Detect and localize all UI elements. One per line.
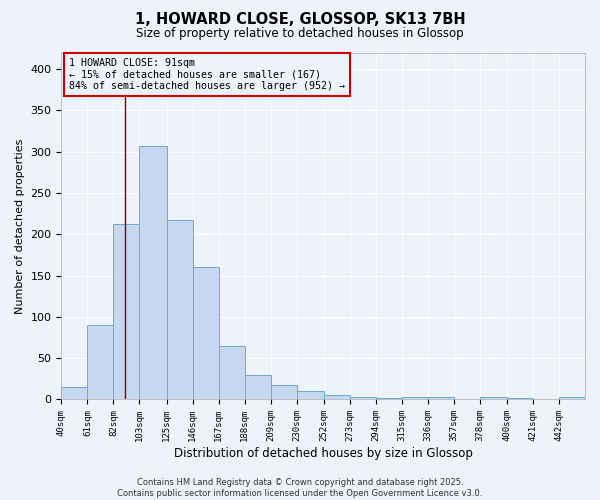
Y-axis label: Number of detached properties: Number of detached properties — [15, 138, 25, 314]
Bar — [428, 397, 454, 400]
Text: 1 HOWARD CLOSE: 91sqm
← 15% of detached houses are smaller (167)
84% of semi-det: 1 HOWARD CLOSE: 91sqm ← 15% of detached … — [69, 58, 345, 92]
Bar — [559, 397, 585, 400]
Bar — [167, 220, 193, 400]
Bar — [376, 398, 402, 400]
Bar — [480, 397, 507, 400]
Text: 1, HOWARD CLOSE, GLOSSOP, SK13 7BH: 1, HOWARD CLOSE, GLOSSOP, SK13 7BH — [134, 12, 466, 28]
Bar — [296, 391, 324, 400]
Bar — [113, 224, 139, 400]
Bar — [402, 397, 428, 400]
Text: Contains HM Land Registry data © Crown copyright and database right 2025.
Contai: Contains HM Land Registry data © Crown c… — [118, 478, 482, 498]
X-axis label: Distribution of detached houses by size in Glossop: Distribution of detached houses by size … — [174, 447, 473, 460]
Text: Size of property relative to detached houses in Glossop: Size of property relative to detached ho… — [136, 28, 464, 40]
Bar — [88, 325, 113, 400]
Bar — [324, 394, 350, 400]
Bar — [271, 384, 296, 400]
Bar — [533, 398, 559, 400]
Bar — [61, 387, 88, 400]
Bar — [507, 398, 533, 400]
Bar — [193, 268, 218, 400]
Bar — [218, 346, 245, 400]
Bar — [139, 146, 167, 400]
Bar — [245, 374, 271, 400]
Bar — [350, 397, 376, 400]
